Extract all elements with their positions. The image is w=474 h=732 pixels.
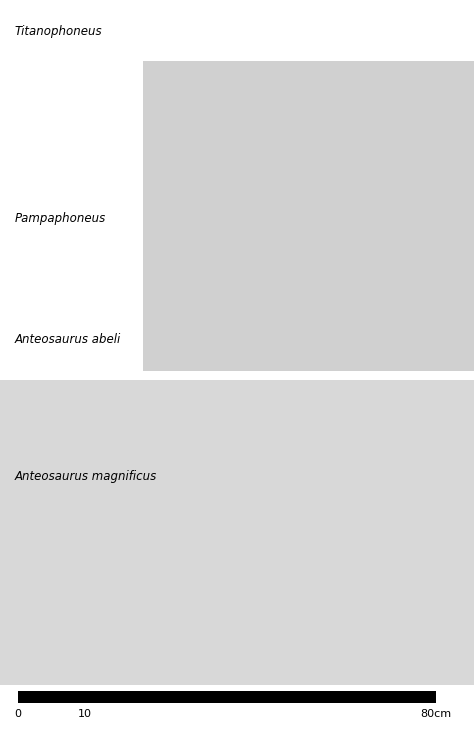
Text: Titanophoneus: Titanophoneus bbox=[14, 25, 102, 38]
Text: Anteosaurus abeli: Anteosaurus abeli bbox=[14, 333, 120, 346]
Text: 0: 0 bbox=[15, 709, 21, 719]
Text: Pampaphoneus: Pampaphoneus bbox=[14, 212, 106, 225]
Text: 10: 10 bbox=[78, 709, 92, 719]
Bar bbox=[143, 61, 474, 371]
Text: Anteosaurus magnificus: Anteosaurus magnificus bbox=[14, 470, 156, 483]
Bar bbox=[18, 691, 436, 703]
Text: 80cm: 80cm bbox=[420, 709, 452, 719]
Bar bbox=[0, 380, 474, 685]
Bar bbox=[85, 691, 436, 703]
